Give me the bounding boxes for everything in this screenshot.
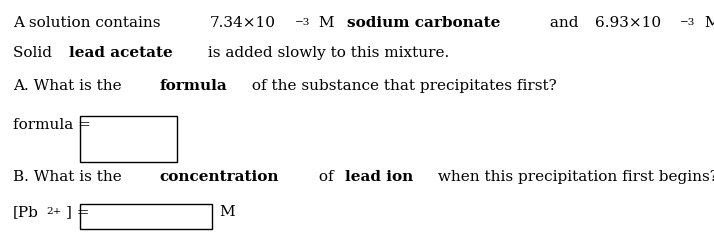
Text: of: of — [313, 169, 338, 184]
Text: −3: −3 — [680, 18, 695, 27]
Bar — [80, 116, 177, 162]
Text: and: and — [545, 16, 583, 30]
Text: B. What is the: B. What is the — [13, 169, 126, 184]
Text: lead acetate: lead acetate — [69, 46, 174, 60]
Text: Solid: Solid — [13, 46, 56, 60]
Text: 2+: 2+ — [46, 206, 61, 215]
Text: formula: formula — [159, 79, 227, 93]
Text: A. What is the: A. What is the — [13, 79, 126, 93]
Text: formula =: formula = — [13, 118, 91, 132]
Text: [Pb: [Pb — [13, 205, 39, 219]
Text: 6.93×10: 6.93×10 — [595, 16, 660, 30]
Text: A solution contains: A solution contains — [13, 16, 165, 30]
Bar — [80, 204, 213, 229]
Text: of the substance that precipitates first?: of the substance that precipitates first… — [247, 79, 556, 93]
Text: sodium carbonate: sodium carbonate — [347, 16, 501, 30]
Text: 7.34×10: 7.34×10 — [209, 16, 276, 30]
Text: M: M — [700, 16, 714, 30]
Text: concentration: concentration — [159, 169, 279, 184]
Text: when this precipitation first begins?: when this precipitation first begins? — [433, 169, 714, 184]
Text: M: M — [220, 205, 235, 219]
Text: ] =: ] = — [66, 205, 89, 219]
Text: is added slowly to this mixture.: is added slowly to this mixture. — [203, 46, 450, 60]
Text: M: M — [314, 16, 340, 30]
Text: lead ion: lead ion — [346, 169, 413, 184]
Text: −3: −3 — [295, 18, 310, 27]
